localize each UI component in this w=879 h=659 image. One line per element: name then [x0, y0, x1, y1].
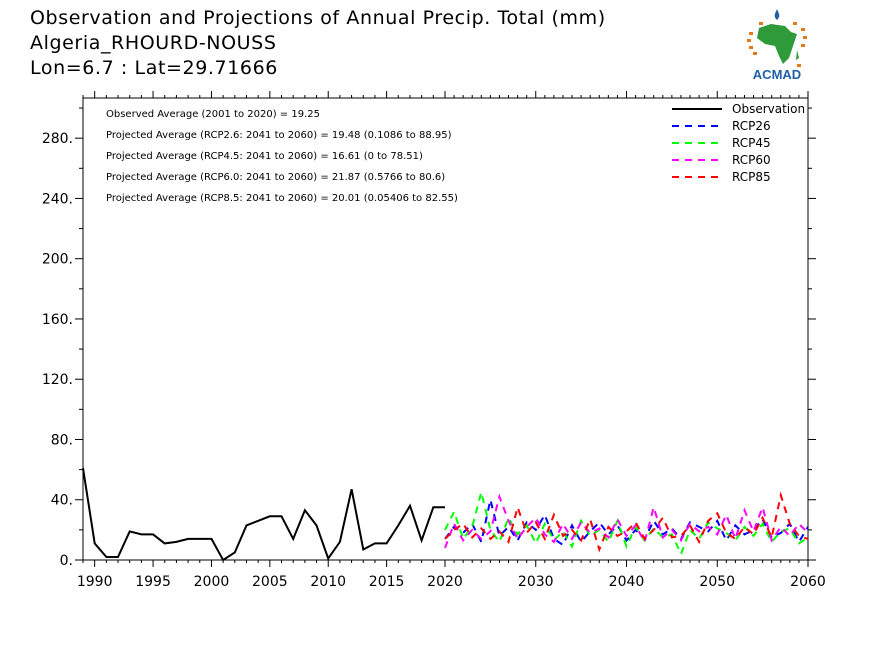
annotation-text: Projected Average (RCP6.0: 2041 to 2060)…: [106, 172, 445, 183]
x-tick-label: 2010: [310, 574, 346, 590]
x-tick-label: 2015: [369, 574, 405, 590]
x-tick-label: 1995: [135, 574, 171, 590]
annotation-text: Projected Average (RCP2.6: 2041 to 2060)…: [106, 130, 452, 141]
y-tick-label: 160.: [42, 312, 73, 328]
plot-frame: [82, 97, 809, 561]
legend-label-observation: Observation: [732, 102, 805, 116]
x-tick-label: 2030: [518, 574, 554, 590]
annotation-text: Projected Average (RCP8.5: 2041 to 2060)…: [106, 193, 458, 204]
y-tick-label: 40.: [51, 493, 73, 509]
x-tick-label: 2040: [609, 574, 645, 590]
x-tick-label: 2000: [194, 574, 230, 590]
y-tick-label: 0.: [60, 553, 73, 569]
logo-text: ACMAD: [753, 67, 801, 82]
x-tick-label: 2050: [699, 574, 735, 590]
x-tick-label: 2005: [252, 574, 288, 590]
series-line-rcp85: [444, 491, 809, 553]
annotation-text: Projected Average (RCP4.5: 2041 to 2060)…: [106, 151, 423, 162]
annotation-text: Observed Average (2001 to 2020) = 19.25: [106, 109, 320, 120]
series-line-rcp45: [444, 491, 809, 557]
y-tick-label: 240.: [42, 191, 73, 207]
legend-label-rcp26: RCP26: [732, 119, 771, 133]
title-line-2: Algeria_RHOURD-NOUSS: [30, 32, 277, 54]
y-tick-label: 80.: [51, 432, 73, 448]
acmad-logo: ACMAD: [747, 9, 807, 82]
africa-map-logo-icon: [747, 9, 807, 67]
y-tick-label: 200.: [42, 252, 73, 268]
legend-label-rcp85: RCP85: [732, 170, 771, 184]
y-tick-label: 120.: [42, 372, 73, 388]
legend-label-rcp60: RCP60: [732, 153, 771, 167]
series-line-rcp60: [444, 493, 809, 549]
legend-label-rcp45: RCP45: [732, 136, 771, 150]
x-tick-label: 2060: [790, 574, 826, 590]
x-tick-label: 1990: [77, 574, 113, 590]
title-line-3: Lon=6.7 : Lat=29.71666: [30, 57, 278, 79]
series-line-observation: [82, 467, 445, 562]
x-tick-label: 2020: [427, 574, 463, 590]
title-line-1: Observation and Projections of Annual Pr…: [30, 7, 606, 29]
series-line-rcp26: [444, 499, 809, 547]
y-tick-label: 280.: [42, 131, 73, 147]
